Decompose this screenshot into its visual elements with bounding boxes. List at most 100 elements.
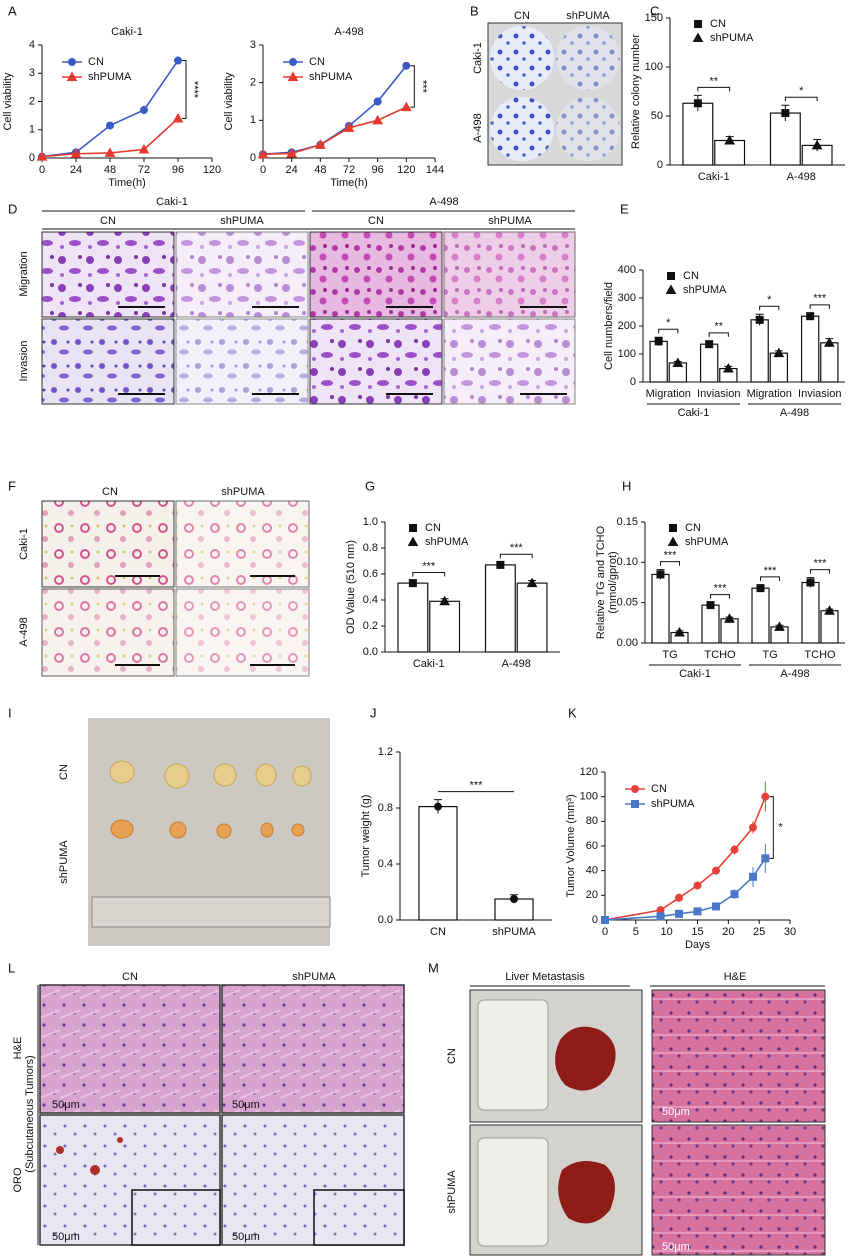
legend-marker	[669, 524, 677, 532]
y-tick-label: 3	[29, 67, 35, 79]
column-label: CN	[122, 971, 138, 983]
significance-bracket	[710, 594, 730, 599]
y-tick-label: 0.05	[617, 597, 638, 609]
y-tick-label: 100	[580, 791, 598, 803]
x-tick-label: 24	[70, 164, 82, 176]
point	[140, 105, 148, 114]
x-axis-label: Time(h)	[330, 177, 367, 189]
point	[749, 872, 757, 881]
point	[36, 151, 48, 161]
group-label: A-498	[780, 668, 809, 680]
x-tick-label: Migration	[747, 388, 792, 400]
point	[712, 902, 720, 911]
bar	[820, 342, 839, 383]
point	[806, 312, 815, 321]
point	[693, 881, 702, 890]
colony-plate	[490, 97, 554, 161]
legend-marker	[667, 536, 679, 546]
y-axis-label: (mmol/gprot)	[607, 551, 619, 613]
point	[172, 112, 184, 123]
x-tick-label: 48	[104, 164, 116, 176]
x-tick-label: 120	[397, 164, 415, 176]
point	[400, 101, 412, 112]
legend-marker	[289, 58, 297, 66]
point	[106, 121, 114, 130]
bar	[751, 587, 770, 644]
significance-bracket	[410, 65, 415, 108]
x-tick-label: 72	[138, 164, 150, 176]
panel-letter: C	[650, 3, 659, 18]
y-tick-label: 0.15	[617, 516, 638, 528]
y-tick-label: 100	[618, 348, 636, 360]
y-tick-label: 200	[618, 320, 636, 332]
x-tick-label: 96	[372, 164, 384, 176]
bar	[750, 319, 769, 383]
significance-bracket	[708, 332, 729, 337]
column-label: shPUMA	[221, 486, 265, 498]
row-label: A-498	[18, 617, 30, 646]
micrograph	[41, 588, 175, 677]
legend-marker	[68, 58, 76, 66]
point	[806, 578, 815, 587]
panel-letter: G	[365, 478, 375, 493]
column-label: CN	[100, 215, 116, 227]
liver	[555, 1026, 616, 1091]
x-tick-label: 5	[633, 926, 639, 938]
point	[730, 890, 739, 899]
row-label: Invasion	[18, 341, 30, 382]
x-tick-label: shPUMA	[492, 926, 536, 938]
significance-bracket	[810, 569, 830, 574]
scale-bars	[118, 306, 567, 395]
y-tick-label: 0.00	[617, 637, 638, 649]
point	[314, 139, 326, 149]
colony-plate	[556, 26, 620, 90]
x-tick-label: 30	[784, 926, 796, 938]
y-tick-label: 0.6	[363, 568, 378, 580]
micrograph	[41, 500, 175, 588]
bar	[801, 581, 820, 644]
legend-label: shPUMA	[309, 71, 353, 83]
x-tick-label: CN	[430, 926, 446, 938]
significance-bracket	[660, 561, 680, 566]
micrograph	[41, 318, 175, 405]
legend-marker	[409, 524, 417, 532]
point	[601, 916, 609, 924]
column-label: CN	[514, 10, 530, 22]
y-tick-label: 100	[645, 61, 663, 73]
point	[730, 845, 739, 854]
point	[408, 579, 417, 588]
column-label: shPUMA	[220, 215, 264, 227]
y-tick-label: 4	[29, 39, 35, 51]
y-axis-label: Cell numbers/field	[603, 282, 615, 370]
significance-label: ***	[416, 80, 428, 94]
point	[402, 61, 411, 70]
point	[104, 147, 116, 157]
bar	[418, 805, 458, 921]
legend-label: CN	[683, 270, 699, 282]
legend-label: shPUMA	[651, 798, 695, 810]
significance-bracket	[784, 96, 818, 102]
y-tick-label: 0	[657, 159, 663, 171]
panel-letter: J	[370, 705, 377, 720]
significance-label: ***	[764, 565, 778, 577]
y-axis-label: Cell viability	[2, 72, 14, 131]
row-label: H&E	[12, 1037, 24, 1060]
legend-marker	[287, 71, 299, 81]
micrograph	[175, 231, 309, 318]
colony-plate	[490, 26, 554, 90]
x-tick-label: 0	[602, 926, 608, 938]
column-label: shPUMA	[292, 971, 336, 983]
colony-plate	[556, 97, 620, 161]
scale-bar-label: 50μm	[52, 1099, 80, 1111]
x-tick-label: 72	[343, 164, 355, 176]
y-tick-label: 1.0	[363, 516, 378, 528]
y-tick-label: 50	[651, 110, 663, 122]
column-label: shPUMA	[566, 10, 610, 22]
point	[712, 866, 720, 875]
point	[724, 134, 735, 145]
y-tick-label: 150	[645, 12, 663, 24]
scale-bars	[115, 575, 295, 666]
point	[434, 802, 442, 811]
point	[174, 56, 182, 65]
y-tick-label: 400	[618, 264, 636, 276]
